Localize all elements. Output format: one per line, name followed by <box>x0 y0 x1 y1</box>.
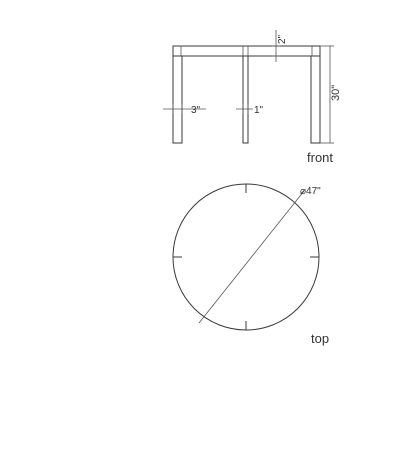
top-view: ⌀47" top <box>172 183 329 346</box>
height-dim-label: 30" <box>330 85 342 101</box>
top-thickness-dim-label: 2" <box>277 34 288 44</box>
front-view-label: front <box>307 150 333 165</box>
front-leg-right <box>310 55 321 144</box>
center-leg-dim-label: 1" <box>254 105 264 116</box>
top-view-circle <box>172 183 320 331</box>
front-leg-left <box>172 55 183 144</box>
diameter-dim-label: ⌀47" <box>300 186 321 197</box>
leg-width-dim-label: 3" <box>191 105 201 116</box>
front-table-top <box>172 45 321 57</box>
diameter-dimension-line <box>198 190 305 324</box>
top-view-label: top <box>311 331 329 346</box>
front-leg-center <box>242 55 249 144</box>
front-view: 30" 2" 3" 1" front <box>163 30 342 165</box>
